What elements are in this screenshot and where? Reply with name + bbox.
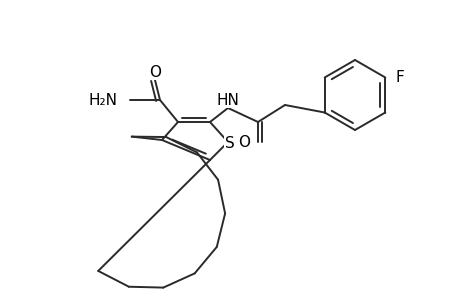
Text: H₂N: H₂N [89, 92, 118, 107]
Text: F: F [394, 70, 403, 85]
Text: HN: HN [216, 92, 239, 107]
Text: S: S [224, 136, 235, 151]
Text: O: O [149, 64, 161, 80]
Text: O: O [237, 134, 249, 149]
